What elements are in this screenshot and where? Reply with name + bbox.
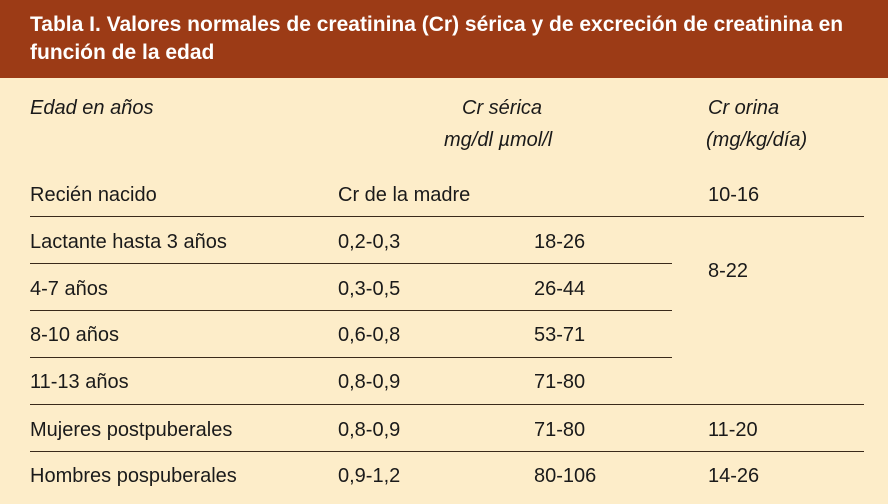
row-4-age: 8-10 años [30,324,119,346]
row-7-umol: 80-106 [534,465,597,487]
row-2-umol: 18-26 [534,231,586,253]
row-divider [30,404,864,405]
header-serum: Cr sérica [462,97,543,119]
header-urine: Cr orina [708,97,780,119]
header-age: Edad en años [30,97,154,119]
row-3-mgdl: 0,3-0,5 [338,278,401,300]
row-2-age: Lactante hasta 3 años [30,231,227,253]
row-3-umol: 26-44 [534,278,586,300]
row-divider [30,216,864,217]
row-2-5-urine: 8-22 [708,260,749,282]
row-7-age: Hombres pospuberales [30,465,237,487]
row-divider [30,310,672,311]
row-6-mgdl: 0,8-0,9 [338,419,401,441]
row-divider [30,263,672,264]
row-1-urine: 10-16 [708,184,760,206]
row-divider [30,451,864,452]
row-4-umol: 53-71 [534,324,586,346]
row-5-umol: 71-80 [534,371,586,393]
header-urine-units: (mg/kg/día) [706,129,808,151]
row-divider [30,357,672,358]
header-serum-units: mg/dl µmol/l [444,129,553,151]
row-3-age: 4-7 años [30,278,108,300]
row-7-mgdl: 0,9-1,2 [338,465,401,487]
row-6-age: Mujeres postpuberales [30,419,233,441]
row-4-mgdl: 0,6-0,8 [338,324,401,346]
row-1-age: Recién nacido [30,184,157,206]
table-title: Tabla I. Valores normales de creatinina … [0,0,888,78]
row-1-mgdl: Cr de la madre [338,184,471,206]
row-5-mgdl: 0,8-0,9 [338,371,401,393]
row-2-mgdl: 0,2-0,3 [338,231,401,253]
row-6-urine: 11-20 [708,419,758,441]
row-5-age: 11-13 años [30,371,129,393]
row-7-urine: 14-26 [708,465,760,487]
row-6-umol: 71-80 [534,419,586,441]
